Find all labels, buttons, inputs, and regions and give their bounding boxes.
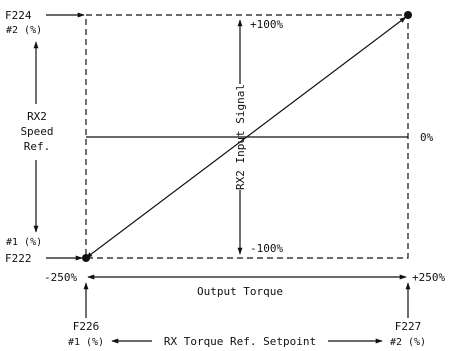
plus-100-label: +100% [250,18,283,31]
f224-label: F224 [5,9,32,22]
endpoint-dot-high [404,11,412,19]
transfer-line [85,16,407,259]
output-torque-label-bg [185,283,295,299]
f222-label: F222 [5,252,32,265]
minus-100-label: -100% [250,242,283,255]
speed-ref-line-2: Speed [20,125,53,138]
setpoint-label: RX Torque Ref. Setpoint [164,335,316,348]
f227-label: F227 [395,320,422,333]
input-signal-label: RX2 Input Signal [234,84,247,190]
f226-sub-label: #1 (%) [68,337,104,348]
minus-250-label: -250% [44,271,77,284]
speed-ref-line-3: Ref. [24,140,51,153]
speed-ref-line-1: RX2 [27,110,47,123]
f227-sub-label: #2 (%) [390,337,426,348]
f222-sub-label: #1 (%) [6,237,42,248]
f224-sub-label: #2 (%) [6,25,42,36]
plus-250-label: +250% [412,271,445,284]
endpoint-dot-low [82,254,90,262]
output-torque-label: Output Torque [197,285,283,298]
zero-percent-label: 0% [420,131,434,144]
f226-label: F226 [73,320,100,333]
